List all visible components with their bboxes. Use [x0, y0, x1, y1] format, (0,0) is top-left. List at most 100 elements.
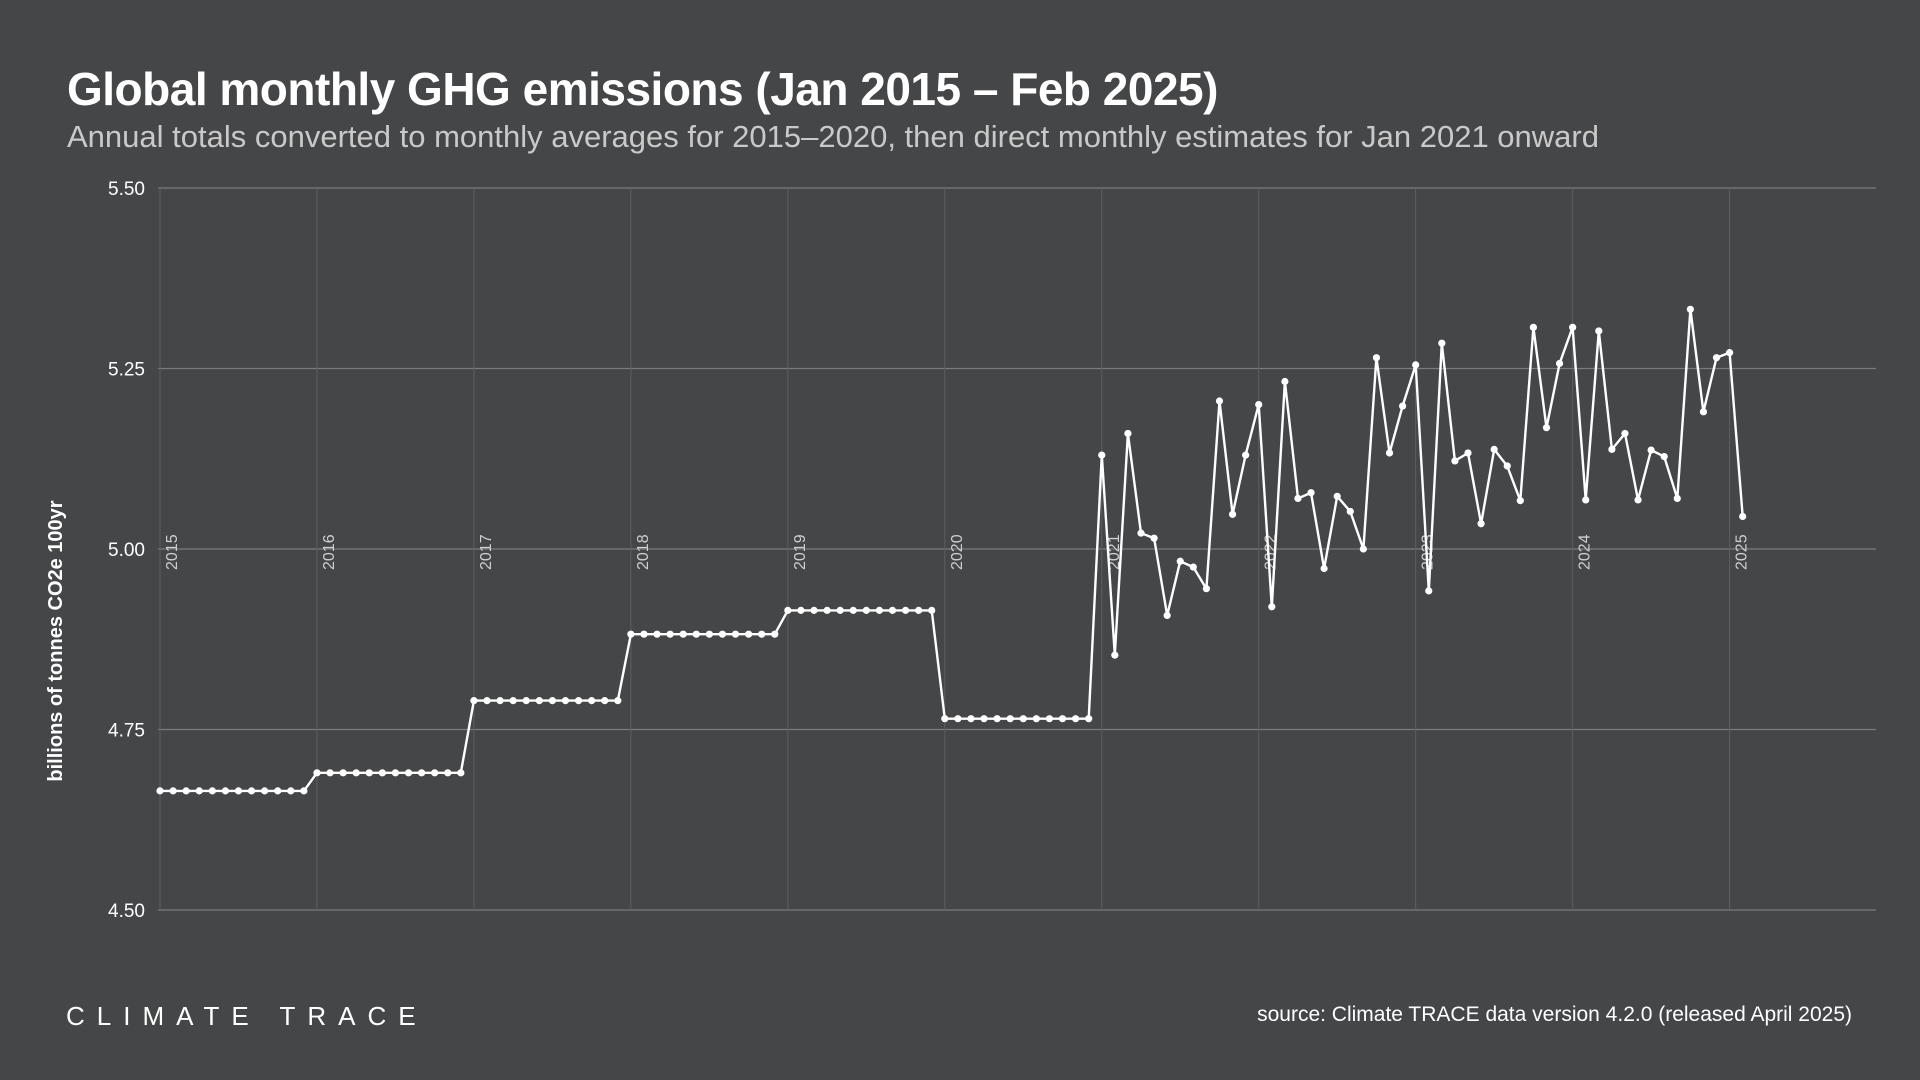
year-label: 2020: [949, 534, 966, 570]
data-point: [1438, 339, 1446, 347]
year-label: 2015: [164, 534, 181, 570]
year-label: 2019: [792, 534, 809, 570]
data-point: [1673, 494, 1681, 503]
data-point: [313, 769, 321, 777]
data-point: [1686, 305, 1694, 313]
data-point: [431, 769, 439, 777]
data-point: [745, 630, 753, 638]
data-point: [574, 697, 583, 705]
data-point: [1477, 520, 1485, 528]
data-point: [1058, 715, 1067, 723]
data-point: [221, 787, 229, 795]
data-point: [862, 606, 870, 614]
data-point: [1176, 557, 1184, 565]
data-point: [339, 769, 347, 777]
data-point: [875, 606, 884, 614]
data-point: [679, 630, 687, 638]
data-point: [522, 697, 530, 705]
data-point: [941, 715, 949, 723]
data-point: [1268, 603, 1276, 611]
data-point: [1032, 715, 1040, 723]
data-point: [208, 787, 216, 795]
data-point: [1634, 496, 1642, 504]
data-point: [300, 787, 308, 795]
data-point: [771, 630, 779, 638]
data-point: [287, 787, 295, 795]
data-point: [601, 697, 609, 705]
data-point: [1019, 715, 1027, 723]
data-point: [1006, 715, 1014, 723]
data-point: [1189, 563, 1197, 571]
data-point: [1425, 587, 1433, 595]
data-point: [261, 787, 269, 795]
data-point: [1660, 452, 1668, 461]
data-point: [1399, 402, 1407, 410]
data-point: [1490, 445, 1498, 453]
y-tick-label: 5.50: [108, 179, 145, 200]
data-point: [1294, 494, 1302, 503]
data-point: [1124, 429, 1132, 438]
data-point: [1085, 715, 1093, 723]
data-point: [993, 715, 1001, 723]
data-point: [849, 606, 857, 614]
data-point: [967, 715, 975, 723]
data-point: [1542, 424, 1551, 432]
data-point: [1385, 449, 1394, 457]
data-point: [444, 769, 452, 777]
data-point: [496, 697, 504, 705]
data-point: [1346, 507, 1354, 516]
year-label: 2018: [635, 534, 652, 570]
y-tick-label: 5.00: [108, 540, 145, 561]
data-point: [1608, 445, 1616, 453]
data-point: [1529, 323, 1537, 331]
data-point: [836, 606, 844, 614]
data-point: [614, 697, 622, 705]
data-point: [1451, 457, 1459, 465]
data-point: [692, 630, 700, 638]
data-point: [1582, 496, 1590, 504]
data-point: [274, 787, 282, 795]
data-point: [561, 697, 570, 705]
data-point: [954, 715, 962, 723]
data-point: [1647, 446, 1655, 454]
data-point: [378, 769, 386, 777]
data-point: [169, 787, 177, 795]
y-tick-label: 4.50: [108, 901, 145, 922]
data-point: [666, 630, 674, 638]
data-point: [1372, 354, 1381, 362]
gridlines: [158, 187, 1876, 911]
data-point: [1569, 323, 1577, 331]
data-point: [784, 606, 792, 614]
data-point: [156, 787, 164, 795]
year-label: 2022: [1263, 534, 1280, 570]
data-point: [509, 697, 517, 705]
data-point: [1412, 361, 1420, 369]
data-point: [457, 769, 465, 777]
data-point: [391, 769, 400, 777]
data-point: [627, 630, 635, 638]
y-axis-label: billions of tonnes CO2e 100yr: [45, 500, 67, 781]
data-point: [195, 787, 203, 795]
data-point: [718, 630, 727, 638]
data-point: [1255, 401, 1263, 409]
data-point: [1111, 651, 1119, 659]
data-point: [182, 787, 190, 795]
data-point: [1699, 408, 1708, 416]
data-point: [365, 769, 373, 777]
data-point: [640, 630, 648, 638]
data-point: [653, 630, 661, 638]
chart-title: Global monthly GHG emissions (Jan 2015 –…: [67, 63, 1218, 115]
data-point: [980, 715, 988, 723]
year-label: 2021: [1106, 534, 1123, 570]
data-point: [810, 606, 818, 614]
data-point: [1333, 492, 1341, 500]
year-label: 2017: [478, 534, 495, 570]
data-point: [588, 697, 596, 705]
data-point: [1464, 449, 1472, 457]
data-point: [352, 769, 360, 777]
data-point: [823, 606, 831, 614]
data-point: [901, 606, 910, 614]
data-point: [797, 606, 805, 614]
data-points: [156, 305, 1747, 795]
data-point: [1072, 715, 1080, 723]
